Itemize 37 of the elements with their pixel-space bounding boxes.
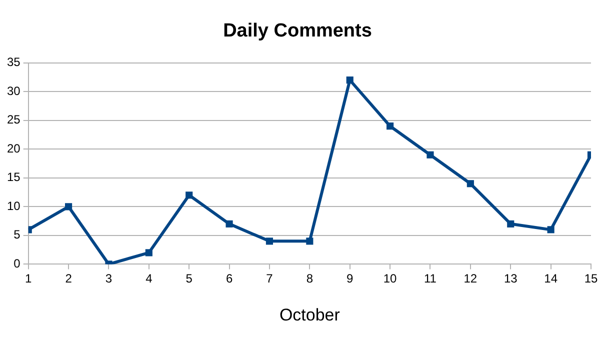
x-tick-label: 11: [424, 272, 437, 286]
x-tick-label: 7: [266, 272, 274, 286]
point: [306, 238, 314, 245]
x-tick-label: 2: [65, 272, 72, 286]
y-tick-label: 30: [6, 84, 21, 98]
y-tick-label: 35: [6, 55, 21, 70]
point: [386, 122, 394, 130]
point: [266, 238, 274, 245]
x-tick-label: 3: [105, 272, 112, 286]
y-tick-label: 0: [14, 256, 21, 271]
chart-title: Daily Comments: [223, 20, 372, 42]
point: [186, 192, 193, 199]
y-tick-label: 20: [6, 141, 21, 156]
point: [226, 220, 233, 228]
y-tick-label: 25: [6, 112, 21, 127]
x-tick-label: 13: [504, 272, 518, 286]
point: [507, 220, 514, 228]
x-tick-label: 8: [306, 272, 314, 286]
x-tick-label: 9: [346, 272, 354, 286]
point: [65, 203, 72, 210]
x-tick-label: 4: [146, 272, 153, 286]
x-tick-label: 10: [383, 272, 398, 286]
point: [346, 76, 354, 84]
x-tick-label: 15: [584, 272, 598, 286]
x-tick-label: 1: [25, 272, 32, 286]
x-tick-label: 6: [226, 272, 233, 286]
y-tick-label: 10: [6, 198, 21, 213]
x-tick-label: 5: [186, 272, 193, 286]
point: [547, 226, 554, 234]
x-tick-label: 14: [544, 272, 558, 286]
point: [145, 249, 152, 256]
point: [466, 180, 474, 188]
y-tick-label: 15: [6, 170, 21, 184]
x-tick-label: 12: [464, 272, 478, 286]
y-tick-label: 5: [14, 228, 21, 242]
point: [426, 151, 434, 158]
x-axis-title: October: [279, 305, 340, 324]
